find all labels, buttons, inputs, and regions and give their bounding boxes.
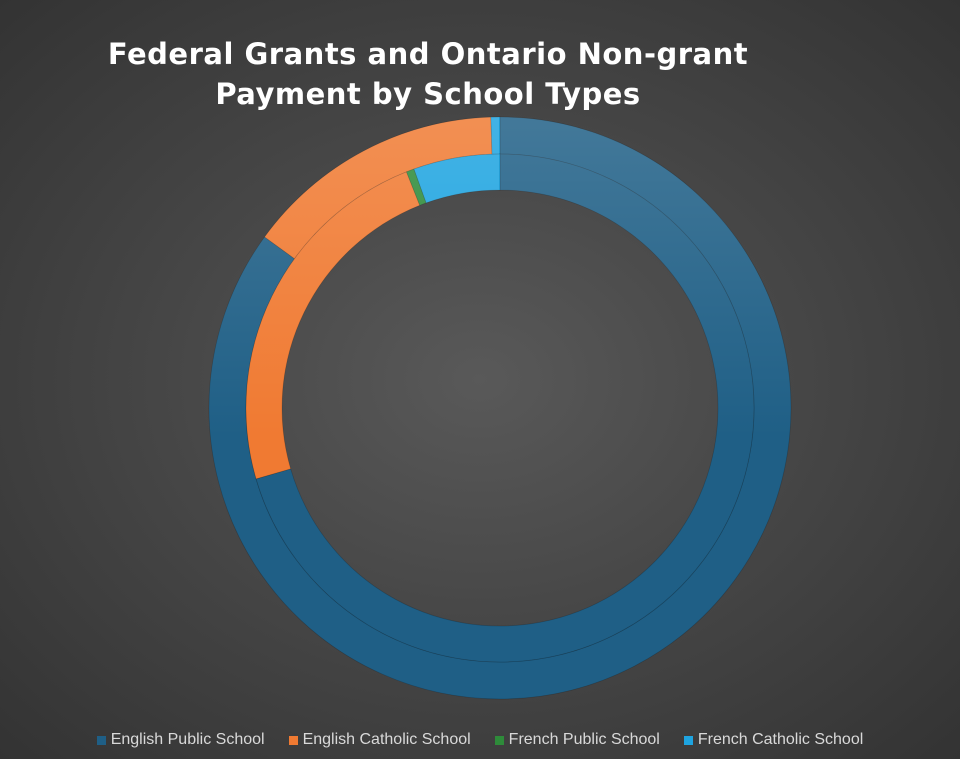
legend-label-french-public: French Public School bbox=[508, 731, 660, 748]
chart-title: Federal Grants and Ontario Non-grant Pay… bbox=[88, 34, 768, 114]
legend-label-english-catholic: English Catholic School bbox=[302, 731, 471, 748]
legend-swatch-french-catholic bbox=[683, 735, 693, 745]
legend-item-english-catholic[interactable]: English Catholic School bbox=[288, 731, 471, 749]
chart-legend: English Public School English Catholic S… bbox=[0, 728, 960, 752]
legend-label-french-catholic: French Catholic School bbox=[697, 731, 864, 748]
chart-title-line-2: Payment by School Types bbox=[215, 77, 641, 111]
legend-item-french-public[interactable]: French Public School bbox=[494, 731, 660, 749]
ring-1-slice-french-catholic[interactable] bbox=[490, 116, 501, 155]
legend-item-english-public[interactable]: English Public School bbox=[96, 731, 265, 749]
legend-item-french-catholic[interactable]: French Catholic School bbox=[683, 731, 864, 749]
ring-2-slice-english-catholic[interactable] bbox=[245, 171, 421, 480]
legend-swatch-english-catholic bbox=[288, 735, 298, 745]
chart-title-line-1: Federal Grants and Ontario Non-grant bbox=[107, 37, 749, 71]
legend-swatch-english-public bbox=[96, 735, 106, 745]
legend-swatch-french-public bbox=[494, 735, 504, 745]
legend-label-english-public: English Public School bbox=[110, 731, 265, 748]
